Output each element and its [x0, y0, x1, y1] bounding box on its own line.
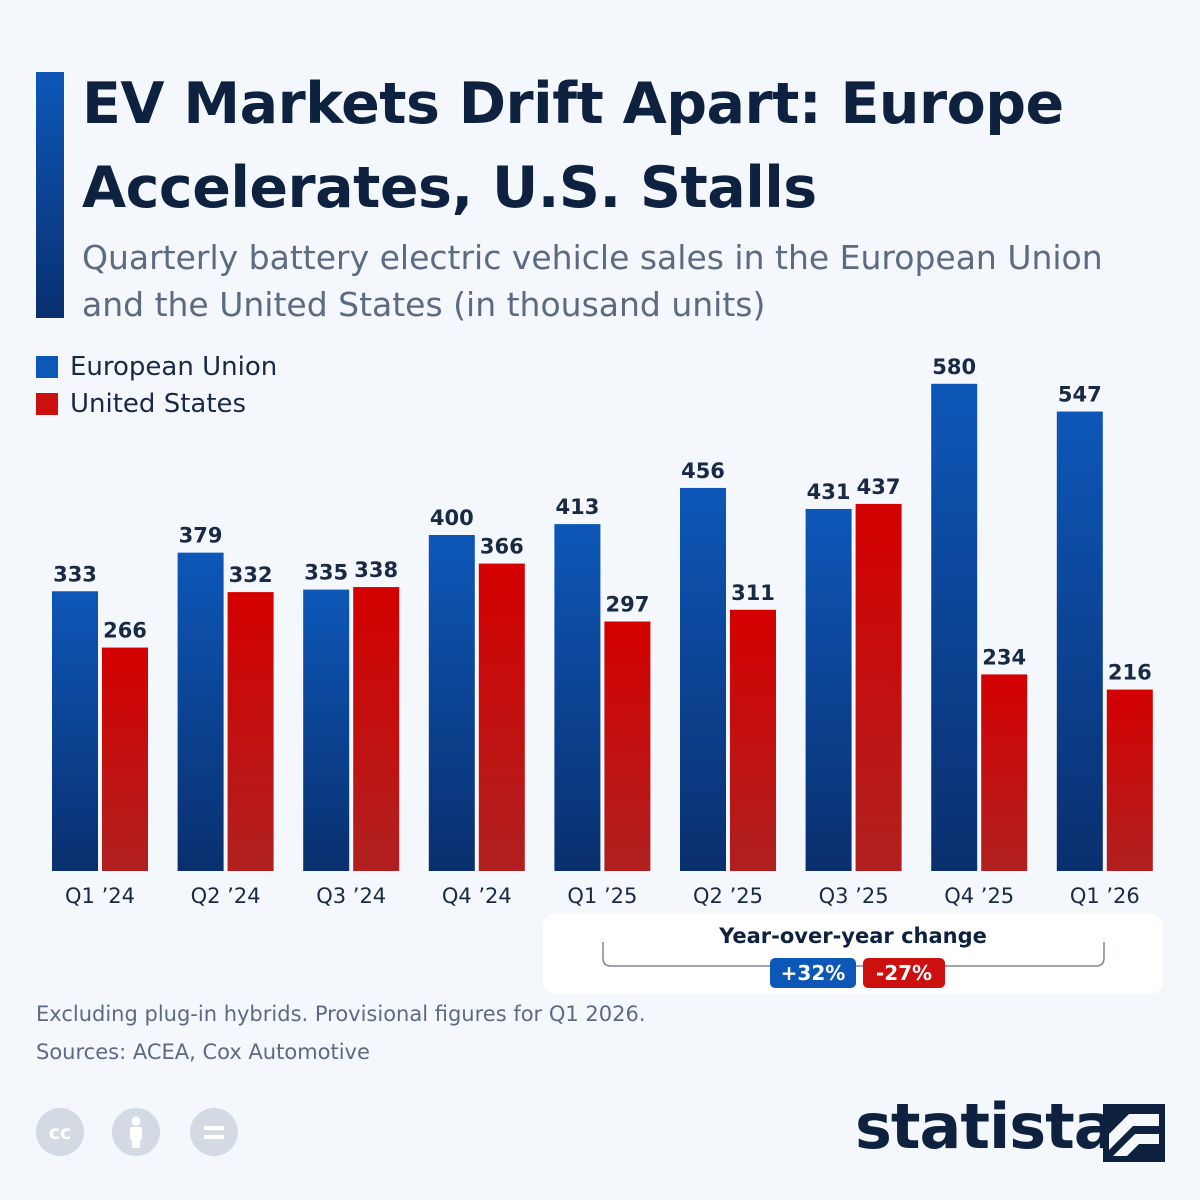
legend-label-eu: European Union — [70, 351, 278, 382]
bar-us-4 — [604, 621, 651, 871]
legend-item-eu: European Union — [36, 348, 277, 385]
data-label-us-8: 216 — [1108, 661, 1152, 685]
title-accent-bar — [36, 72, 64, 318]
data-label-eu-3: 400 — [430, 506, 474, 530]
bar-eu-0 — [52, 591, 98, 871]
data-label-us-7: 234 — [982, 645, 1026, 669]
bar-eu-8 — [1056, 411, 1103, 871]
footnote: Excluding plug-in hybrids. Provisional f… — [36, 1002, 646, 1026]
bar-eu-2 — [303, 589, 350, 871]
bar-eu-1 — [177, 552, 224, 871]
x-tick-label-1: Q2 ’24 — [191, 884, 261, 908]
x-tick-label-8: Q1 ’26 — [1070, 884, 1140, 908]
bar-eu-5 — [680, 487, 726, 871]
bar-us-2 — [353, 587, 400, 871]
bar-us-0 — [102, 647, 148, 871]
data-label-us-4: 297 — [605, 593, 649, 617]
data-label-us-1: 332 — [229, 563, 273, 587]
yoy-panel: Year-over-year change +32% -27% — [543, 914, 1163, 994]
chart-title: EV Markets Drift Apart: Europe Accelerat… — [82, 71, 1064, 221]
statista-logo-icon[interactable] — [1103, 1104, 1165, 1162]
x-tick-label-3: Q4 ’24 — [442, 884, 512, 908]
bar-us-5 — [730, 609, 776, 871]
data-label-eu-7: 580 — [932, 355, 976, 379]
creative-commons-icon[interactable]: cc — [36, 1108, 84, 1156]
bar-us-1 — [227, 592, 274, 871]
legend-item-us: United States — [36, 385, 277, 422]
data-label-us-5: 311 — [731, 581, 775, 605]
bar-eu-3 — [428, 535, 475, 871]
legend-swatch-eu — [36, 355, 58, 378]
legend: European Union United States — [36, 348, 277, 422]
yoy-badge-eu: +32% — [770, 958, 856, 988]
data-label-eu-0: 333 — [53, 562, 97, 586]
data-label-eu-1: 379 — [179, 524, 223, 548]
x-tick-label-5: Q2 ’25 — [693, 884, 763, 908]
yoy-title: Year-over-year change — [719, 924, 987, 948]
data-label-eu-8: 547 — [1058, 383, 1102, 407]
bar-eu-6 — [805, 508, 852, 871]
attribution-icon[interactable] — [112, 1108, 160, 1156]
data-label-eu-2: 335 — [304, 561, 348, 585]
x-tick-label-4: Q1 ’25 — [567, 884, 637, 908]
sources: Sources: ACEA, Cox Automotive — [36, 1040, 370, 1064]
x-tick-label-7: Q4 ’25 — [944, 884, 1014, 908]
x-tick-label-0: Q1 ’24 — [65, 884, 135, 908]
bar-us-3 — [478, 563, 525, 871]
data-label-us-2: 338 — [354, 558, 398, 582]
data-label-us-3: 366 — [480, 535, 524, 559]
data-label-eu-4: 413 — [555, 495, 599, 519]
data-label-eu-5: 456 — [681, 459, 725, 483]
legend-swatch-us — [36, 392, 58, 415]
no-derivatives-icon[interactable] — [190, 1108, 238, 1156]
data-label-us-6: 437 — [857, 475, 901, 499]
bar-eu-4 — [554, 524, 601, 871]
bar-us-7 — [981, 674, 1028, 871]
bar-eu-7 — [931, 383, 978, 871]
svg-text:cc: cc — [49, 1122, 72, 1144]
bar-us-8 — [1106, 689, 1153, 871]
bar-us-6 — [855, 503, 902, 871]
yoy-badge-us: -27% — [863, 958, 945, 988]
x-tick-label-2: Q3 ’24 — [316, 884, 386, 908]
x-tick-label-6: Q3 ’25 — [819, 884, 889, 908]
chart-subtitle: Quarterly battery electric vehicle sales… — [82, 238, 1103, 324]
statista-logo-text[interactable]: statista — [855, 1090, 1116, 1163]
legend-label-us: United States — [70, 388, 247, 419]
data-label-us-0: 266 — [103, 619, 147, 643]
data-label-eu-6: 431 — [807, 480, 851, 504]
